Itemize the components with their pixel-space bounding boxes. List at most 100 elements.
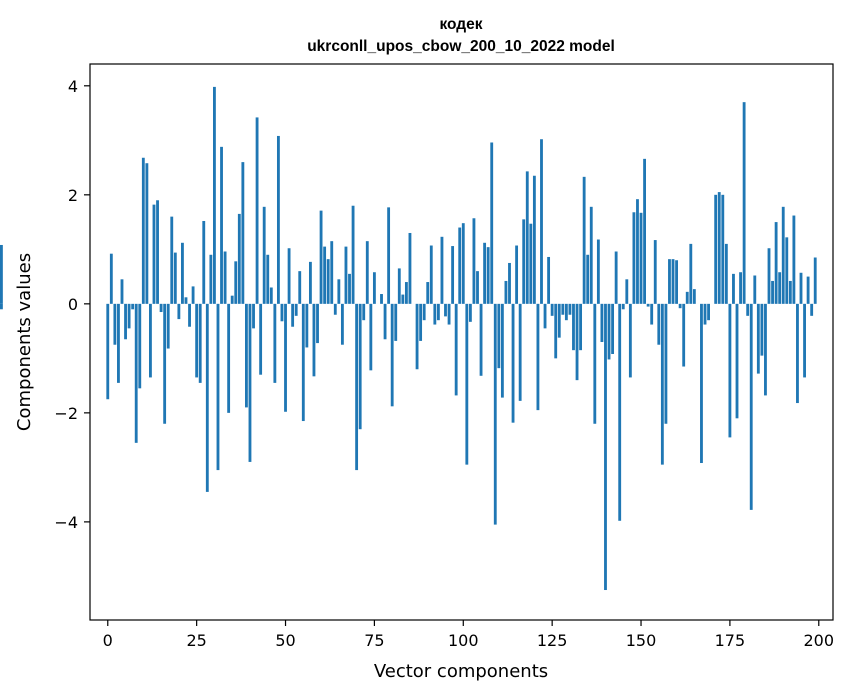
bar — [497, 303, 501, 369]
x-tick-label: 50 — [275, 631, 295, 650]
bar — [394, 303, 398, 341]
bar — [486, 247, 490, 304]
bar — [547, 256, 551, 304]
bar — [461, 223, 465, 304]
bar — [756, 303, 760, 374]
x-tick-label: 125 — [537, 631, 568, 650]
bar — [266, 254, 270, 304]
bar — [561, 303, 565, 315]
bar — [810, 303, 814, 316]
bar — [572, 303, 575, 351]
bar — [273, 303, 277, 383]
bar — [131, 303, 135, 310]
x-tick-label: 200 — [804, 631, 835, 650]
bar — [422, 303, 426, 321]
bar — [579, 303, 583, 351]
bar — [639, 212, 643, 304]
bar — [365, 241, 369, 304]
bar — [568, 303, 572, 315]
bar — [532, 175, 536, 304]
x-tick-label: 175 — [715, 631, 746, 650]
bar — [138, 303, 142, 389]
bar — [600, 303, 604, 342]
bar — [156, 200, 159, 304]
bar — [305, 303, 309, 348]
bar — [732, 273, 735, 304]
bar — [468, 303, 472, 322]
bar — [575, 303, 579, 381]
x-axis: 0 25 50 75 100 125 150 175 200 — [103, 620, 834, 650]
bar — [397, 268, 401, 304]
bar — [362, 303, 366, 321]
bar — [252, 303, 255, 329]
bar — [643, 158, 646, 304]
bar — [806, 276, 810, 304]
bar — [444, 303, 447, 317]
bar — [433, 303, 437, 325]
bar — [660, 303, 664, 465]
bar — [767, 248, 771, 304]
bar — [319, 210, 323, 304]
bar — [149, 303, 152, 378]
bar — [205, 303, 209, 492]
bar — [458, 227, 462, 304]
bar — [490, 142, 494, 304]
bar — [447, 303, 451, 325]
bar — [586, 254, 590, 304]
bar — [536, 303, 540, 411]
bar — [788, 280, 792, 304]
bar — [664, 303, 668, 424]
bar — [721, 194, 725, 304]
bar — [351, 205, 355, 304]
bar — [753, 275, 757, 304]
bar — [117, 303, 120, 383]
bar — [209, 254, 213, 304]
bar — [280, 303, 284, 322]
bar — [316, 303, 319, 344]
bar — [781, 206, 785, 304]
bar — [0, 244, 3, 304]
bar — [134, 303, 138, 443]
bar — [213, 86, 216, 304]
bar — [344, 246, 348, 304]
y-axis-label: Components values — [14, 253, 35, 431]
bar — [262, 206, 266, 304]
bar — [614, 251, 618, 304]
bar — [152, 204, 156, 304]
bar — [259, 303, 263, 375]
bar — [287, 248, 291, 304]
bar — [703, 303, 707, 325]
bar — [493, 303, 497, 525]
y-tick-label: −2 — [54, 404, 78, 423]
bar — [739, 272, 742, 304]
bar — [454, 303, 458, 396]
bar — [173, 252, 177, 304]
bar — [764, 303, 767, 396]
bar — [796, 303, 799, 404]
bar — [127, 303, 131, 329]
bar — [714, 194, 718, 304]
bar — [554, 303, 558, 359]
bar — [604, 303, 607, 591]
bar — [543, 303, 547, 329]
bar — [607, 303, 611, 360]
bar — [671, 259, 675, 304]
bar — [106, 303, 110, 400]
bar — [749, 303, 753, 510]
bar — [511, 303, 515, 423]
bar — [518, 303, 522, 401]
bar — [742, 102, 746, 304]
x-tick-label: 75 — [364, 631, 384, 650]
bar — [632, 212, 636, 304]
bar — [760, 303, 764, 356]
bar — [383, 303, 387, 340]
bar — [628, 303, 632, 378]
bar — [650, 303, 654, 325]
y-axis: −4 −2 0 2 4 — [54, 77, 90, 532]
bar — [198, 303, 202, 383]
bar — [504, 280, 508, 304]
bar — [340, 303, 344, 345]
bar — [166, 303, 170, 349]
bar — [540, 139, 543, 304]
